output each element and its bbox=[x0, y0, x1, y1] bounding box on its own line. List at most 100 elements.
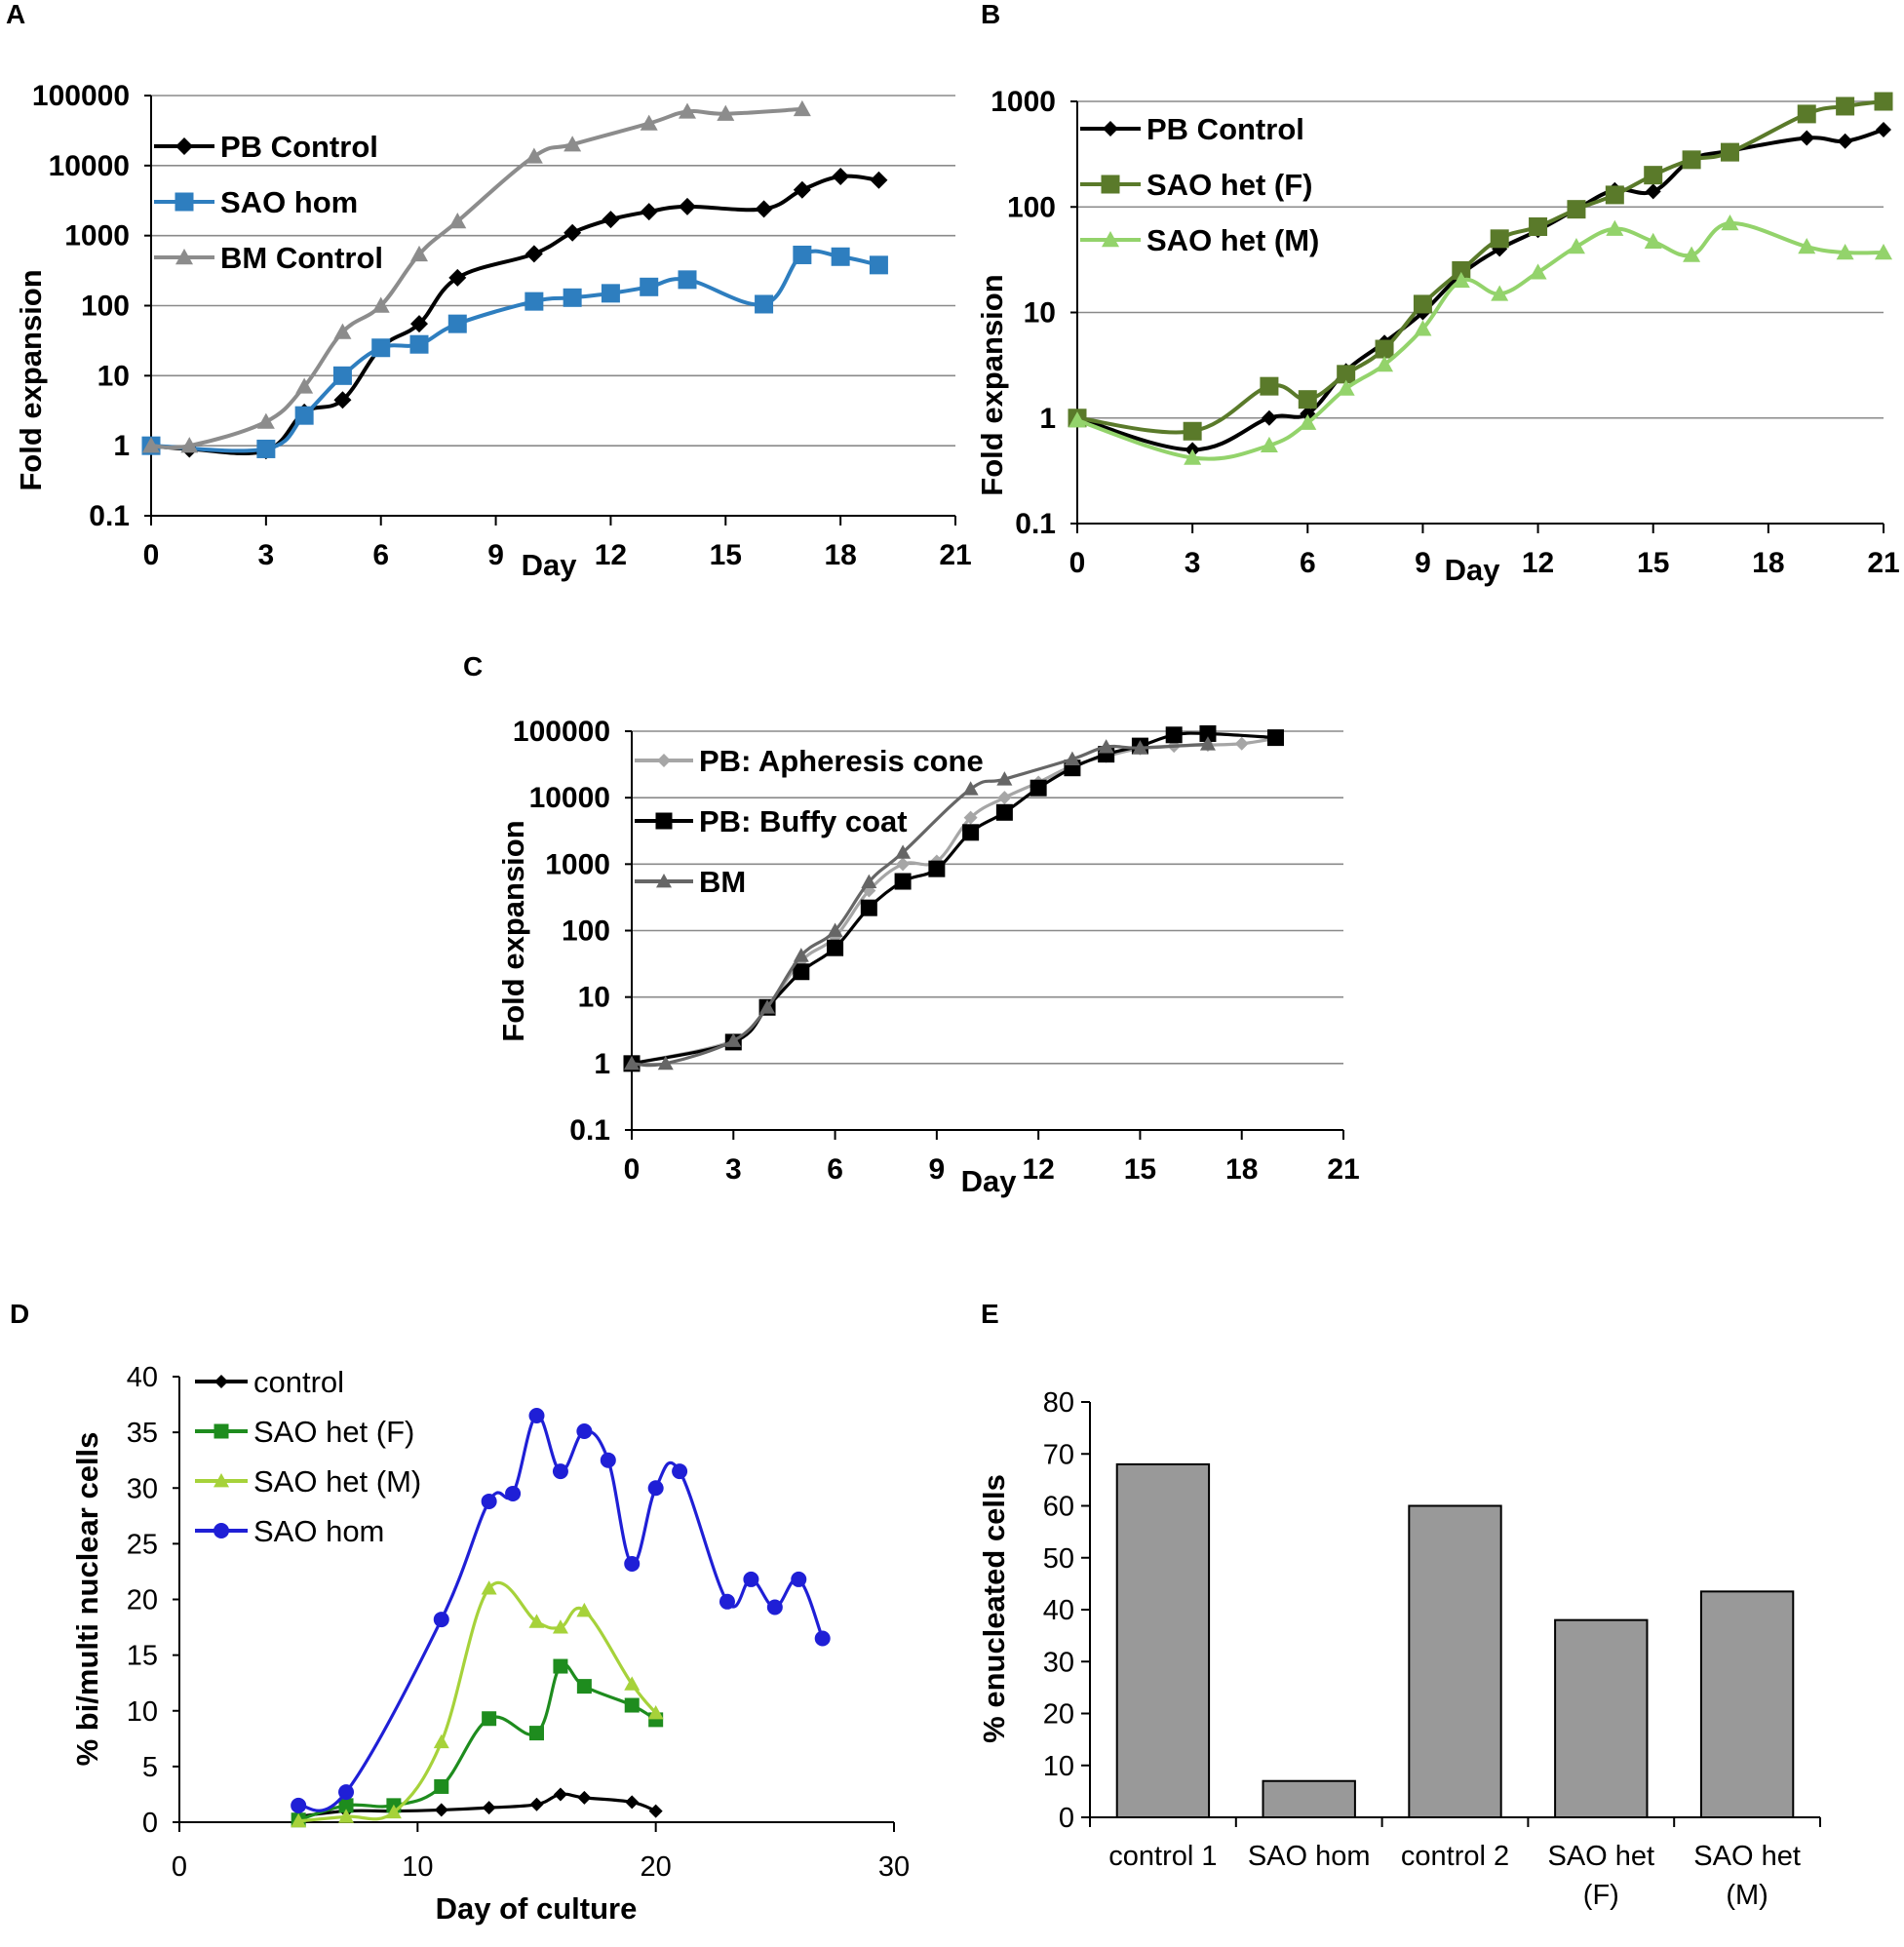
series-bm bbox=[624, 736, 1216, 1071]
legend-item: control bbox=[195, 1365, 344, 1399]
data-point bbox=[1720, 142, 1739, 162]
y-tick-label: 20 bbox=[1043, 1699, 1074, 1731]
x-tick-label: 12 bbox=[1022, 1153, 1054, 1186]
data-point bbox=[1682, 150, 1701, 170]
series-pb-apheresis-cone bbox=[625, 731, 1283, 1071]
data-point bbox=[448, 213, 467, 229]
data-point bbox=[1413, 294, 1432, 314]
y-tick-label: 0 bbox=[142, 1808, 158, 1839]
data-point bbox=[433, 1733, 449, 1749]
data-point bbox=[482, 1801, 496, 1815]
data-point bbox=[481, 1493, 497, 1509]
legend-marker bbox=[1102, 231, 1119, 248]
x-tick-label: 0 bbox=[172, 1851, 187, 1883]
y-tick-label: 20 bbox=[127, 1585, 158, 1616]
data-point bbox=[672, 1463, 688, 1480]
legend-marker bbox=[175, 249, 193, 265]
data-point bbox=[640, 114, 658, 131]
y-tick-label: 40 bbox=[1043, 1595, 1074, 1626]
y-tick-label: 0 bbox=[1059, 1803, 1074, 1834]
data-point bbox=[1030, 779, 1047, 797]
data-point bbox=[1375, 339, 1394, 359]
data-point bbox=[371, 296, 390, 313]
data-point bbox=[525, 147, 543, 164]
data-point bbox=[528, 1407, 545, 1423]
legend-label: SAO het (F) bbox=[1146, 168, 1313, 202]
y-tick-label: 1 bbox=[1039, 403, 1056, 435]
y-tick-label: 40 bbox=[127, 1362, 158, 1393]
data-point bbox=[717, 104, 735, 121]
y-tick-label: 10 bbox=[1043, 1751, 1074, 1782]
legend-item: PB: Buffy coat bbox=[635, 804, 908, 838]
x-category-label: SAO het bbox=[1693, 1841, 1801, 1872]
x-tick-label: 15 bbox=[1124, 1153, 1156, 1186]
legend-marker bbox=[214, 1523, 229, 1538]
y-tick-label: 1000 bbox=[991, 86, 1056, 118]
legend-marker bbox=[175, 192, 194, 212]
data-point bbox=[505, 1485, 522, 1501]
data-point bbox=[333, 323, 352, 339]
data-point bbox=[1183, 421, 1202, 441]
data-point bbox=[332, 366, 352, 385]
series-line bbox=[631, 736, 1276, 1066]
data-point bbox=[793, 963, 810, 981]
data-point bbox=[528, 1614, 545, 1628]
data-point bbox=[1260, 376, 1279, 396]
panel-label: A bbox=[6, 0, 25, 29]
y-tick-label: 10 bbox=[578, 982, 610, 1014]
data-point bbox=[553, 1658, 568, 1674]
legend-label: PB Control bbox=[1146, 112, 1304, 146]
legend-marker bbox=[657, 754, 671, 767]
data-point bbox=[861, 874, 877, 888]
panel-e: E 0 10 20 30 40 50 60 70 80 control 1 SAO hom contro… bbox=[977, 1299, 1821, 1911]
y-tick-label: 0.1 bbox=[1015, 508, 1056, 540]
data-point bbox=[759, 999, 776, 1014]
data-point bbox=[409, 334, 429, 354]
data-point bbox=[180, 437, 199, 453]
data-point bbox=[294, 406, 314, 425]
series-line bbox=[1076, 99, 1885, 435]
x-tick-label: 3 bbox=[258, 539, 275, 571]
data-point bbox=[1645, 183, 1661, 200]
data-point bbox=[1491, 285, 1509, 301]
data-point bbox=[333, 391, 352, 409]
x-axis-label: Day bbox=[1445, 553, 1501, 587]
data-point bbox=[791, 1571, 807, 1587]
panel-a: A 0.1 1 10 100 1000 10000 100000 0 3 6 9 12 15 18 21 Day… bbox=[6, 0, 972, 582]
data-point bbox=[640, 203, 658, 221]
data-point bbox=[577, 1790, 592, 1805]
data-point bbox=[1261, 409, 1277, 426]
data-point bbox=[434, 1778, 449, 1794]
y-tick-label: 100 bbox=[1007, 191, 1056, 223]
x-tick-label: 0 bbox=[143, 539, 160, 571]
data-point bbox=[1299, 413, 1317, 430]
legend-label: SAO hom bbox=[220, 185, 358, 219]
data-point bbox=[1875, 243, 1892, 260]
panel-label: C bbox=[463, 651, 483, 681]
data-point bbox=[385, 1804, 402, 1819]
data-point bbox=[793, 245, 812, 264]
data-point bbox=[1452, 271, 1470, 289]
panel-c: C 0.1 1 10 100 1000 10000 100000 0 3 6 9 12 15 18 21 Day… bbox=[463, 651, 1360, 1198]
data-point bbox=[1606, 219, 1624, 236]
legend-marker bbox=[656, 874, 672, 888]
data-point bbox=[1567, 200, 1586, 219]
data-point bbox=[1798, 238, 1816, 254]
x-tick-label: 21 bbox=[1867, 547, 1899, 579]
series-line bbox=[631, 742, 1209, 1068]
data-point bbox=[624, 1555, 641, 1572]
data-point bbox=[576, 1679, 592, 1694]
data-point bbox=[563, 136, 582, 152]
legend-item: PB Control bbox=[1080, 112, 1304, 146]
data-point bbox=[678, 270, 697, 290]
x-category-label: control 1 bbox=[1108, 1841, 1217, 1872]
y-tick-label: 1 bbox=[594, 1048, 610, 1080]
data-point bbox=[1529, 263, 1547, 280]
data-point bbox=[291, 1812, 307, 1828]
data-point bbox=[827, 939, 844, 956]
data-point bbox=[895, 844, 912, 859]
x-tick-label: 9 bbox=[1415, 547, 1431, 579]
data-point bbox=[576, 1602, 593, 1617]
data-point bbox=[1876, 121, 1891, 137]
data-point bbox=[1874, 92, 1893, 111]
